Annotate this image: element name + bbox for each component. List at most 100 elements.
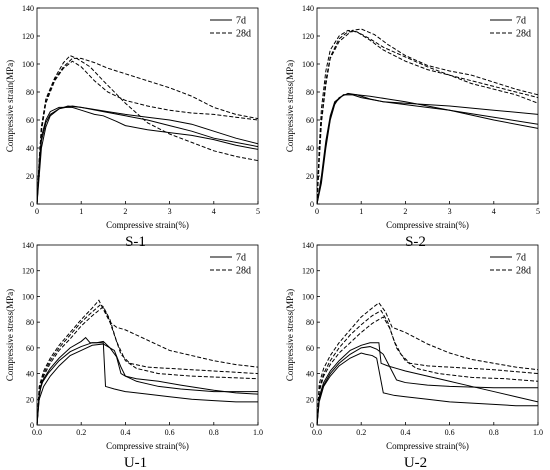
x-tick-label: 0.8 <box>489 428 499 437</box>
y-tick-label: 20 <box>26 172 34 181</box>
series-line-28d-5 <box>317 309 538 425</box>
x-tick-label: 0.2 <box>356 428 366 437</box>
y-tick-label: 60 <box>306 116 314 125</box>
y-tick-label: 120 <box>22 267 34 276</box>
x-tick-label: 0.0 <box>312 428 322 437</box>
y-tick-label: 60 <box>26 344 34 353</box>
y-tick-label: 0 <box>310 200 314 209</box>
y-tick-label: 60 <box>306 344 314 353</box>
x-tick-label: 1 <box>359 207 363 216</box>
y-axis-label: Compressive stress(MPa) <box>285 289 295 381</box>
x-axis-label: Compressive strain(%) <box>386 220 469 230</box>
y-axis-label: Compressive stress(MPa) <box>5 289 15 381</box>
chart-panel-s-2: 0 1 2 3 4 5 0 20 40 60 80 100 120 140 Compressive stra… <box>285 4 540 250</box>
x-tick-label: 0.4 <box>400 428 410 437</box>
y-tick-label: 80 <box>306 88 314 97</box>
y-tick-label: 80 <box>306 318 314 327</box>
series-line-7d-1 <box>317 352 538 425</box>
series-line-7d-1 <box>317 92 538 204</box>
series-line-28d-5 <box>317 29 538 204</box>
x-axis-label: Compressive strain(%) <box>106 441 189 451</box>
y-tick-label: 20 <box>26 395 34 404</box>
series-line-7d-2 <box>37 106 258 204</box>
x-tick-label: 5 <box>536 207 540 216</box>
series-line-7d-3 <box>317 94 538 204</box>
y-tick-label: 40 <box>26 370 34 379</box>
series-line-7d-3 <box>37 105 258 204</box>
x-tick-label: 0.8 <box>209 428 219 437</box>
y-tick-label: 140 <box>302 4 314 13</box>
series-line-7d-1 <box>37 105 258 204</box>
y-tick-label: 120 <box>302 32 314 41</box>
legend-label-28d: 28d <box>236 29 251 40</box>
x-tick-label: 4 <box>212 207 216 216</box>
series-line-28d-6 <box>37 305 258 425</box>
x-tick-label: 0.4 <box>120 428 130 437</box>
plot-frame <box>316 7 539 205</box>
legend-label-7d: 7d <box>516 253 526 264</box>
legend-label-28d: 28d <box>516 29 531 40</box>
y-tick-label: 60 <box>26 116 34 125</box>
x-tick-label: 0.0 <box>32 428 42 437</box>
y-tick-label: 80 <box>26 318 34 327</box>
y-tick-label: 140 <box>22 4 34 13</box>
x-tick-label: 0.6 <box>165 428 175 437</box>
series-line-7d-3 <box>37 343 258 425</box>
y-tick-label: 40 <box>26 144 34 153</box>
series-line-28d-6 <box>317 316 538 425</box>
series-line-7d-1 <box>37 342 258 425</box>
series-line-28d-5 <box>37 303 258 425</box>
x-tick-label: 1.0 <box>533 428 543 437</box>
x-tick-label: 0 <box>35 207 39 216</box>
y-tick-label: 140 <box>302 241 314 250</box>
series-line-28d-4 <box>317 31 538 204</box>
x-tick-label: 0 <box>315 207 319 216</box>
x-tick-label: 5 <box>256 207 260 216</box>
y-tick-label: 100 <box>22 292 34 301</box>
x-tick-label: 0.6 <box>445 428 455 437</box>
plot-frame <box>316 244 539 426</box>
y-tick-label: 100 <box>22 60 34 69</box>
panel-label: S-1 <box>125 234 146 250</box>
series-line-7d-2 <box>37 336 258 425</box>
x-axis-label: Compressive strain(%) <box>106 220 189 230</box>
y-tick-label: 0 <box>30 200 34 209</box>
series-line-7d-2 <box>317 342 538 425</box>
x-tick-label: 1 <box>79 207 83 216</box>
y-tick-label: 20 <box>306 172 314 181</box>
y-tick-label: 140 <box>22 241 34 250</box>
legend-label-28d: 28d <box>236 266 251 277</box>
y-axis-label: Compressive stress(MPa) <box>285 60 295 152</box>
chart-panel-u-1: 0.0 0.2 0.4 0.6 0.8 1.0 0 20 40 60 80 100 120 140 Comp… <box>5 241 263 470</box>
legend-label-7d: 7d <box>236 253 246 264</box>
y-tick-label: 40 <box>306 370 314 379</box>
x-tick-label: 2 <box>123 207 127 216</box>
series-line-28d-6 <box>37 57 258 204</box>
series-line-7d-3 <box>317 346 538 425</box>
plot-frame <box>36 7 259 205</box>
x-axis-label: Compressive strain(%) <box>386 441 469 451</box>
y-axis-label: Compressive strain(MPa) <box>5 60 15 152</box>
legend-label-7d: 7d <box>236 16 246 27</box>
x-tick-label: 0.2 <box>76 428 86 437</box>
y-tick-label: 20 <box>306 395 314 404</box>
legend-label-28d: 28d <box>516 266 531 277</box>
panel-label: S-2 <box>405 234 426 250</box>
y-tick-label: 40 <box>306 144 314 153</box>
panel-label: U-2 <box>404 455 427 470</box>
series-line-28d-5 <box>37 60 258 204</box>
panel-label: U-1 <box>124 455 147 470</box>
legend-label-7d: 7d <box>516 16 526 27</box>
plot-frame <box>36 244 259 426</box>
y-tick-label: 80 <box>26 88 34 97</box>
x-tick-label: 4 <box>492 207 496 216</box>
chart-panel-u-2: 0.0 0.2 0.4 0.6 0.8 1.0 0 20 40 60 80 100 120 140 Comp… <box>285 241 543 470</box>
series-line-28d-4 <box>37 299 258 425</box>
x-tick-label: 1.0 <box>253 428 263 437</box>
y-tick-label: 120 <box>22 32 34 41</box>
y-tick-label: 0 <box>30 421 34 430</box>
x-tick-label: 3 <box>448 207 452 216</box>
y-tick-label: 0 <box>310 421 314 430</box>
y-tick-label: 120 <box>302 267 314 276</box>
